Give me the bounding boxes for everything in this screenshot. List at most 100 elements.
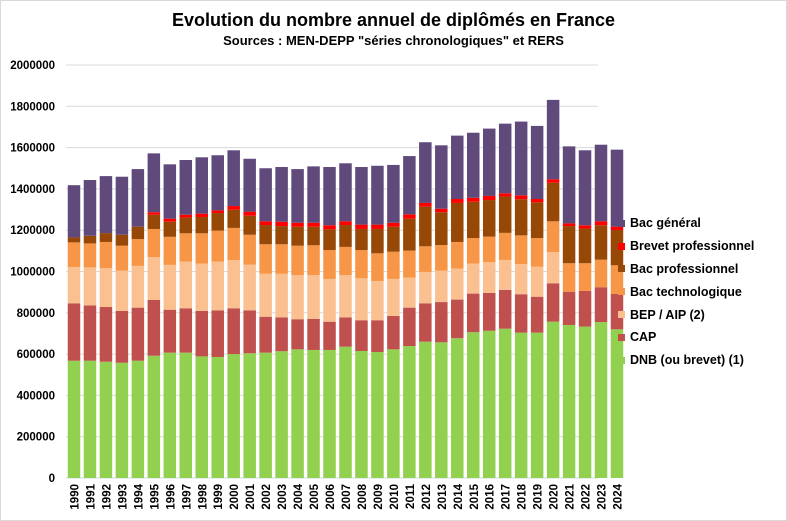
bar-segment-bac-g-n-ral-1994 — [131, 169, 145, 227]
y-tick-label: 200000 — [17, 432, 55, 444]
bar-segment-cap-2020 — [546, 283, 560, 322]
bar-segment-bac-technologique-2004 — [291, 245, 304, 276]
bar-segment-bep-aip-2-2000 — [227, 260, 240, 309]
bar-segment-cap-1996 — [163, 309, 177, 353]
bar-segment-bac-technologique-2005 — [307, 245, 320, 276]
bar-segment-dnb-ou-brevet-1-1998 — [195, 356, 209, 478]
bar-segment-cap-1992 — [99, 307, 113, 362]
x-tick-label: 2019 — [533, 484, 545, 510]
bar-segment-brevet-professionnel-2001 — [243, 211, 256, 216]
y-tick-label: 0 — [49, 473, 55, 485]
bar-segment-dnb-ou-brevet-1-1993 — [115, 362, 129, 478]
bar-segment-bac-technologique-2010 — [387, 251, 400, 279]
bar-segment-bac-g-n-ral-1991 — [83, 180, 97, 236]
x-tick-label: 2001 — [245, 483, 257, 509]
bar-segment-brevet-professionnel-2004 — [291, 222, 304, 227]
x-tick-label: 1990 — [70, 484, 82, 510]
x-tick-label: 1996 — [165, 484, 177, 510]
bar-segment-bac-professionnel-2012 — [419, 206, 432, 247]
bar-segment-bac-technologique-2002 — [259, 244, 272, 274]
chart-title: Evolution du nombre annuel de diplômés e… — [171, 10, 616, 30]
bar-segment-bep-aip-2-2020 — [546, 252, 560, 284]
bar-segment-cap-1998 — [195, 310, 209, 357]
bar-segment-bep-aip-2-2012 — [419, 271, 432, 304]
bar-segment-bac-professionnel-1996 — [163, 221, 177, 237]
bar-segment-bep-aip-2-2003 — [275, 273, 288, 318]
bar-segment-bac-professionnel-2010 — [387, 226, 400, 252]
bar-segment-bac-technologique-1992 — [99, 241, 113, 268]
bar-segment-bep-aip-2-1997 — [179, 261, 193, 309]
x-axis: 1990 1991 1992 1993 1994 1995 1996 1997 1998 1999… — [70, 483, 625, 509]
bar-segment-bac-professionnel-1997 — [179, 217, 193, 234]
bar-segment-bac-g-n-ral-2000 — [227, 150, 240, 207]
bar-segment-brevet-professionnel-2009 — [371, 224, 384, 229]
bar-segment-bac-g-n-ral-2007 — [339, 163, 352, 222]
bar-segment-bep-aip-2-1990 — [67, 266, 81, 304]
bar-segment-bac-professionnel-2017 — [498, 196, 512, 233]
x-tick-label: 2000 — [229, 484, 241, 510]
x-tick-label: 1994 — [133, 483, 145, 509]
y-tick-label: 1000000 — [10, 267, 55, 279]
x-tick-label: 2012 — [421, 484, 433, 510]
bar-segment-bep-aip-2-2011 — [403, 277, 416, 308]
bar-segment-bac-g-n-ral-2006 — [323, 167, 336, 226]
legend-item: BEP / AIP (2) — [618, 303, 754, 326]
x-tick-label: 2002 — [261, 484, 273, 510]
bar-segment-brevet-professionnel-1997 — [179, 214, 193, 218]
x-tick-label: 2013 — [437, 484, 449, 510]
x-tick-label: 2011 — [405, 483, 417, 509]
bar-segment-bac-technologique-2015 — [467, 238, 480, 264]
bar-segment-bac-professionnel-2001 — [243, 215, 256, 235]
bar-segment-bac-professionnel-2018 — [514, 199, 528, 236]
bar-segment-brevet-professionnel-2018 — [514, 195, 528, 200]
bar-segment-bep-aip-2-2009 — [371, 280, 384, 321]
legend-swatch-icon — [618, 288, 625, 296]
bar-segment-cap-1997 — [179, 308, 193, 353]
chart-subtitle: Sources : MEN-DEPP "séries chronologique… — [223, 33, 564, 48]
x-tick-label: 1991 — [85, 483, 97, 509]
legend-swatch-icon — [618, 356, 625, 364]
bar-segment-bac-g-n-ral-2002 — [259, 168, 272, 222]
bar-segment-dnb-ou-brevet-1-2023 — [594, 322, 608, 478]
bar-segment-bac-g-n-ral-1996 — [163, 164, 177, 219]
bar-segment-cap-2019 — [530, 296, 544, 333]
y-tick-label: 1600000 — [10, 143, 55, 155]
bar-segment-bac-g-n-ral-2003 — [275, 167, 288, 222]
bar-segment-brevet-professionnel-1995 — [147, 212, 161, 215]
legend-label: Bac technologique — [630, 284, 742, 299]
bar-segment-dnb-ou-brevet-1-2003 — [275, 351, 288, 478]
bar-segment-bac-professionnel-1999 — [211, 213, 224, 231]
bar-segment-bac-technologique-1998 — [195, 233, 209, 264]
bar-segment-bac-technologique-1991 — [83, 243, 97, 268]
bar-segment-brevet-professionnel-2015 — [467, 197, 480, 202]
bar-segment-bac-professionnel-2013 — [435, 212, 448, 246]
bar-segment-cap-2002 — [259, 316, 272, 353]
bar-segment-bac-technologique-1990 — [67, 242, 81, 267]
bar-segment-bac-technologique-1997 — [179, 233, 193, 262]
bar-segment-dnb-ou-brevet-1-1995 — [147, 355, 161, 478]
bar-segment-bac-professionnel-2011 — [403, 218, 416, 251]
bar-segment-bac-technologique-2020 — [546, 221, 560, 253]
bar-segment-dnb-ou-brevet-1-2021 — [562, 324, 576, 478]
legend-label: DNB (ou brevet) (1) — [630, 353, 744, 368]
legend-label: BEP / AIP (2) — [630, 307, 705, 322]
x-tick-label: 2006 — [325, 484, 337, 510]
bar-segment-bep-aip-2-1991 — [83, 267, 97, 306]
bar-segment-bac-professionnel-1995 — [147, 214, 161, 229]
bar-segment-bac-professionnel-2002 — [259, 225, 272, 245]
bar-segment-dnb-ou-brevet-1-2020 — [546, 321, 560, 478]
bar-segment-bac-g-n-ral-2024 — [610, 149, 624, 227]
bar-segment-cap-2008 — [355, 320, 368, 352]
bar-segment-bac-g-n-ral-1998 — [195, 157, 209, 214]
bar-segment-dnb-ou-brevet-1-2016 — [482, 330, 496, 478]
x-tick-label: 2022 — [581, 484, 593, 510]
bar-segment-bac-g-n-ral-2022 — [578, 150, 592, 226]
bar-segment-cap-2017 — [498, 289, 512, 329]
bar-segment-bac-professionnel-1992 — [99, 233, 113, 242]
x-tick-label: 2015 — [469, 483, 481, 509]
bar-segment-bac-technologique-1994 — [131, 239, 145, 266]
legend-swatch-icon — [618, 311, 625, 319]
bar-segment-dnb-ou-brevet-1-2010 — [387, 349, 400, 478]
bar-segment-brevet-professionnel-2007 — [339, 221, 352, 226]
bar-segment-bac-technologique-1996 — [163, 236, 177, 265]
